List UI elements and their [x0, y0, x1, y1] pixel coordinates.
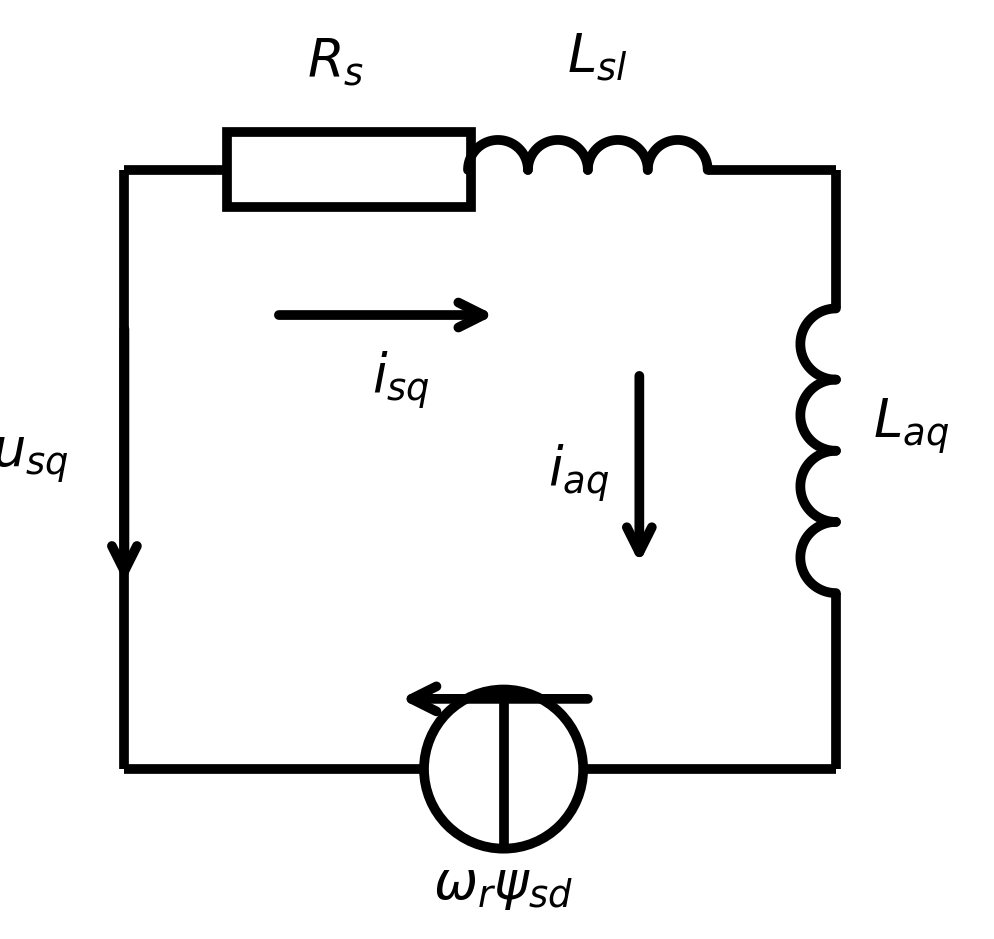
Text: $i_{sq}$: $i_{sq}$ — [372, 349, 429, 411]
Text: $R_{s}$: $R_{s}$ — [306, 37, 363, 88]
Text: $\omega_r\psi_{sd}$: $\omega_r\psi_{sd}$ — [433, 861, 574, 912]
Text: $L_{sl}$: $L_{sl}$ — [567, 32, 627, 84]
Bar — [228, 132, 470, 208]
Text: $L_{aq}$: $L_{aq}$ — [872, 397, 948, 457]
Text: $u_{sq}$: $u_{sq}$ — [0, 435, 69, 485]
Text: $i_{aq}$: $i_{aq}$ — [548, 443, 608, 505]
